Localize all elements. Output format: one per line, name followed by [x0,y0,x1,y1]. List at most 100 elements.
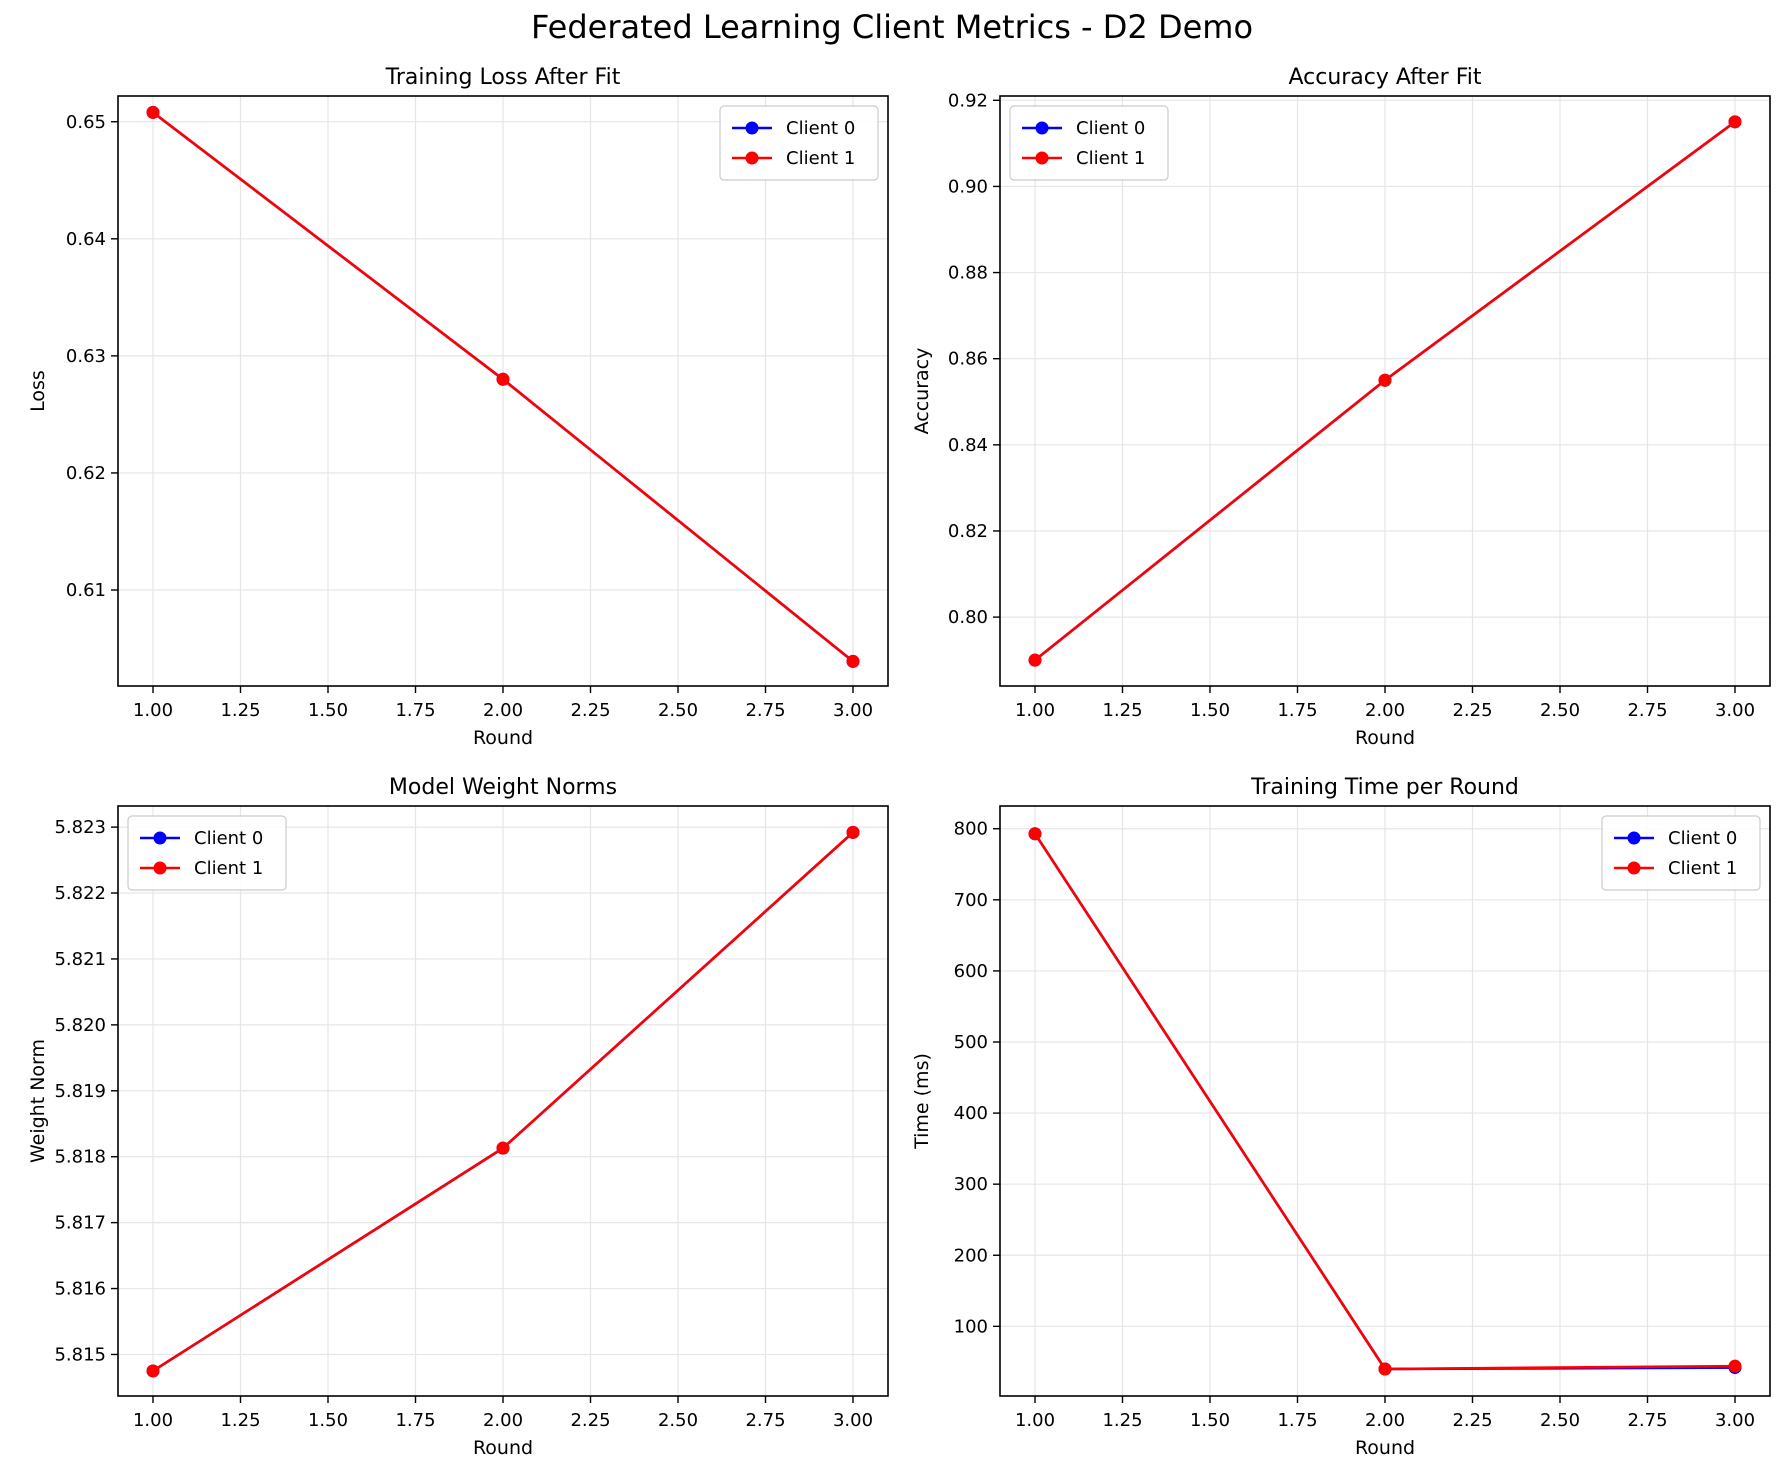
weight-norms-legend-marker [153,861,167,875]
accuracy-legend-marker [1035,121,1049,135]
training-time-xtick-label: 2.75 [1627,1410,1667,1431]
training-loss-xtick-label: 2.75 [745,700,785,721]
weight-norms-legend-label: Client 1 [194,858,263,879]
training-loss-series-1-point [496,372,510,386]
training-time-xtick-label: 3.00 [1715,1410,1755,1431]
weight-norms-title: Model Weight Norms [389,775,617,800]
training-time-legend-label: Client 1 [1668,858,1737,879]
weight-norms-series-1-point [846,825,860,839]
training-time-xtick-label: 2.25 [1452,1410,1492,1431]
accuracy-series-1-point [1378,373,1392,387]
weight-norms-xlabel: Round [473,1437,533,1459]
weight-norms-series-1-point [496,1141,510,1155]
training-loss-ytick-label: 0.61 [66,580,106,601]
accuracy-xtick-label: 1.50 [1190,700,1230,721]
training-loss-legend-label: Client 1 [786,148,855,169]
training-time-xlabel: Round [1355,1437,1415,1459]
weight-norms-xtick-label: 2.50 [658,1410,698,1431]
weight-norms-xtick-label: 1.75 [395,1410,435,1431]
training-loss-legend-marker [745,151,759,165]
accuracy-ytick-label: 0.88 [948,263,988,284]
accuracy-xtick-label: 1.75 [1277,700,1317,721]
accuracy-xtick-label: 1.25 [1102,700,1142,721]
training-time-legend-marker [1627,831,1641,845]
weight-norms-ytick-label: 5.823 [54,817,106,838]
training-loss-xtick-label: 2.25 [570,700,610,721]
accuracy-series-1-point [1728,115,1742,129]
training-time-xtick-label: 1.25 [1102,1410,1142,1431]
weight-norms-xtick-label: 1.00 [133,1410,173,1431]
accuracy-ytick-label: 0.80 [948,607,988,628]
weight-norms-series-1-point [146,1364,160,1378]
accuracy-legend-label: Client 1 [1076,148,1145,169]
training-loss-xlabel: Round [473,727,533,749]
training-time-series-1-point [1728,1359,1742,1373]
training-loss-legend-label: Client 0 [786,118,855,139]
accuracy-series-1-point [1028,653,1042,667]
training-loss-xtick-label: 3.00 [833,700,873,721]
training-loss-legend [719,105,879,181]
training-loss-xtick-label: 1.00 [133,700,173,721]
training-time-ylabel: Time (ms) [911,1053,933,1150]
accuracy-xtick-label: 2.25 [1452,700,1492,721]
training-loss-series-1-point [146,105,160,119]
training-time-ytick-label: 800 [954,819,988,840]
training-loss-series-1-point [846,654,860,668]
accuracy-subplot: 1.00 1.25 1.50 1.75 2.00 2.25 2.50 2.75 3.00 0.80… [911,65,1771,749]
accuracy-ylabel: Accuracy [911,348,933,435]
accuracy-ytick-label: 0.84 [948,435,988,456]
training-time-xtick-label: 2.50 [1540,1410,1580,1431]
training-loss-title: Training Loss After Fit [385,65,621,90]
weight-norms-ylabel: Weight Norm [27,1039,49,1163]
training-loss-xtick-label: 1.25 [220,700,260,721]
training-loss-ytick-label: 0.64 [66,229,106,250]
training-loss-xtick-label: 2.00 [483,700,523,721]
training-time-ytick-label: 200 [954,1245,988,1266]
accuracy-xtick-label: 2.00 [1365,700,1405,721]
accuracy-ytick-label: 0.90 [948,176,988,197]
training-time-legend-label: Client 0 [1668,828,1737,849]
accuracy-xtick-label: 2.50 [1540,700,1580,721]
accuracy-ytick-label: 0.92 [948,90,988,111]
training-time-xtick-label: 1.00 [1015,1410,1055,1431]
training-loss-subplot: 1.00 1.25 1.50 1.75 2.00 2.25 2.50 2.75 3.00 0.61… [27,65,889,749]
training-time-series-1-point [1378,1362,1392,1376]
training-time-xtick-label: 2.00 [1365,1410,1405,1431]
accuracy-xtick-label: 3.00 [1715,700,1755,721]
accuracy-xtick-label: 2.75 [1627,700,1667,721]
weight-norms-xtick-label: 1.25 [220,1410,260,1431]
accuracy-ytick-label: 0.82 [948,521,988,542]
training-time-legend-marker [1627,861,1641,875]
training-time-xtick-label: 1.75 [1277,1410,1317,1431]
training-time-ytick-label: 500 [954,1032,988,1053]
weight-norms-xtick-label: 2.00 [483,1410,523,1431]
weight-norms-ytick-label: 5.818 [54,1147,106,1168]
weight-norms-ytick-label: 5.816 [54,1279,106,1300]
training-time-ytick-label: 700 [954,890,988,911]
training-loss-xtick-label: 1.50 [308,700,348,721]
weight-norms-legend [127,815,287,891]
training-time-ytick-label: 600 [954,961,988,982]
training-loss-ytick-label: 0.65 [66,112,106,133]
training-loss-xtick-label: 2.50 [658,700,698,721]
weight-norms-xtick-label: 2.25 [570,1410,610,1431]
accuracy-xlabel: Round [1355,727,1415,749]
training-loss-ytick-label: 0.62 [66,463,106,484]
weight-norms-ytick-label: 5.820 [54,1015,106,1036]
training-loss-legend-marker [745,121,759,135]
weight-norms-ytick-label: 5.822 [54,883,106,904]
training-time-series-1-point [1028,827,1042,841]
weight-norms-ytick-label: 5.817 [54,1213,106,1234]
weight-norms-ytick-label: 5.821 [54,949,106,970]
accuracy-title: Accuracy After Fit [1288,65,1481,90]
accuracy-legend-label: Client 0 [1076,118,1145,139]
training-time-ytick-label: 100 [954,1316,988,1337]
training-time-ytick-label: 300 [954,1174,988,1195]
training-time-xtick-label: 1.50 [1190,1410,1230,1431]
accuracy-xtick-label: 1.00 [1015,700,1055,721]
weight-norms-xtick-label: 2.75 [745,1410,785,1431]
weight-norms-ytick-label: 5.819 [54,1081,106,1102]
weight-norms-legend-label: Client 0 [194,828,263,849]
